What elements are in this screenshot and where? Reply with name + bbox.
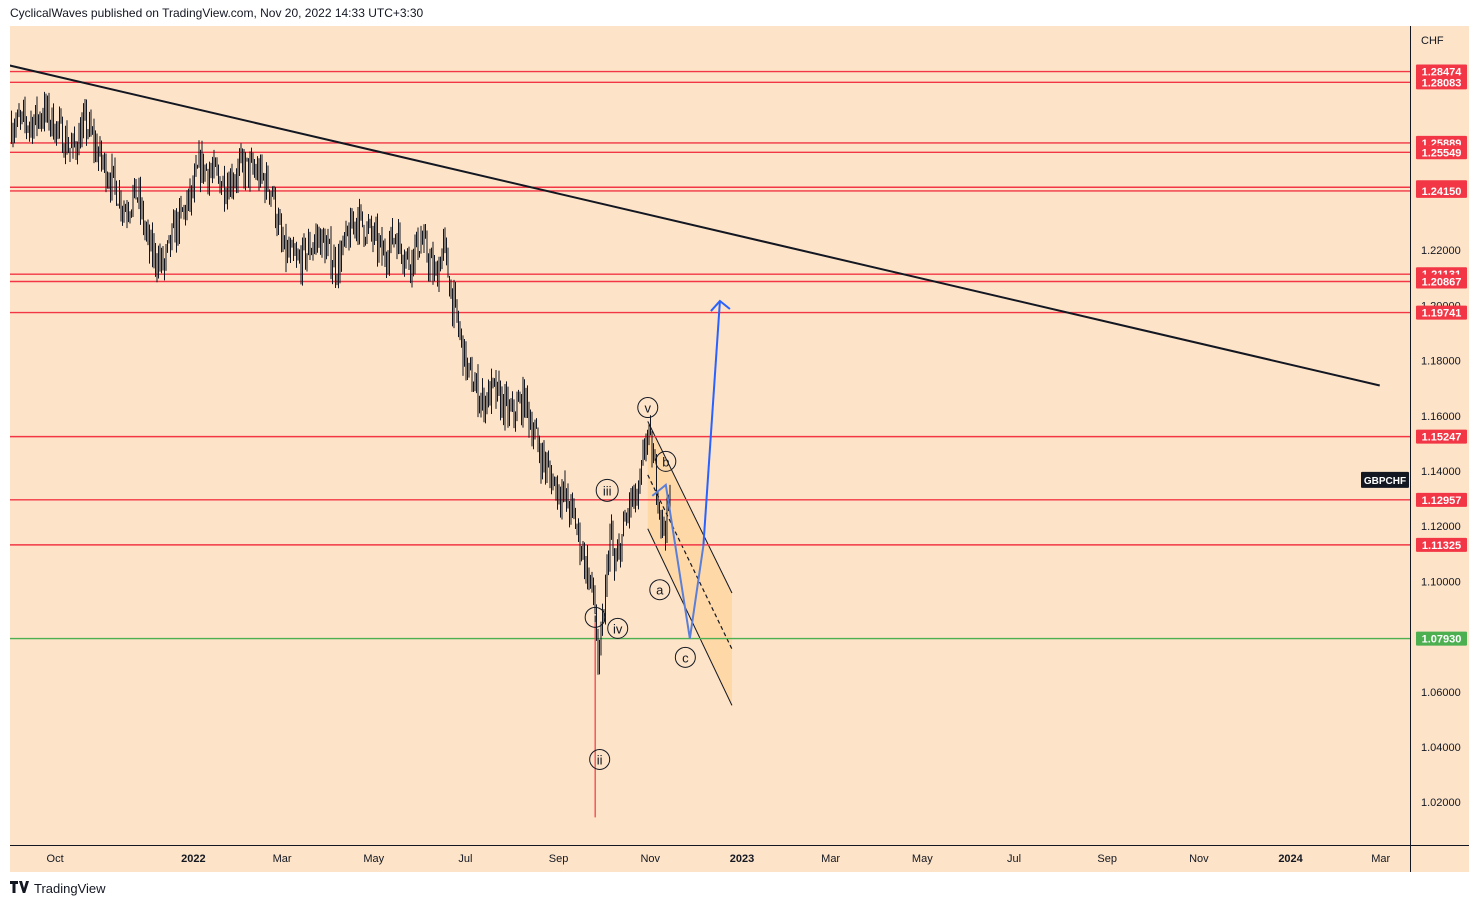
- x-tick-label: Sep: [549, 853, 569, 865]
- correction-channel-fill: [647, 421, 732, 706]
- wave-label: ii: [597, 752, 603, 767]
- wave-label: iv: [613, 621, 623, 636]
- wave-label: v: [645, 401, 652, 416]
- wave-label-circle: [584, 606, 606, 628]
- wave-label-circle: [649, 579, 671, 601]
- x-tick-label: Mar: [273, 853, 292, 865]
- price-level-tag-label: 1.15247: [1422, 432, 1462, 444]
- x-tick-label: Jul: [458, 853, 472, 865]
- x-tick-label: 2023: [730, 853, 754, 865]
- price-level-tag[interactable]: [1416, 75, 1467, 90]
- time-axis[interactable]: Oct 2022 Mar May Jul Sep Nov 2023 Mar May Jul Sep No…: [10, 845, 1410, 872]
- wave-label-circle: [637, 397, 659, 419]
- axis-corner: [1410, 845, 1469, 872]
- chart-publish-header: CyclicalWaves published on TradingView.c…: [10, 6, 424, 20]
- symbol-tag-label: GBPCHF: [1364, 476, 1406, 487]
- x-tick-label: Sep: [1097, 853, 1117, 865]
- x-tick-label: 2024: [1278, 853, 1303, 865]
- symbol-tag[interactable]: [1361, 471, 1409, 488]
- wave-label: b: [662, 454, 669, 469]
- y-tick-label: 1.16000: [1421, 411, 1461, 423]
- price-level-tag-label: 1.24150: [1422, 186, 1462, 198]
- price-level-tag[interactable]: [1416, 429, 1467, 444]
- wave-label-circle: [589, 748, 611, 770]
- wave-label-circle: [607, 617, 629, 639]
- y-tick-label: 1.06000: [1421, 687, 1461, 699]
- price-level-tag-label: 1.19741: [1422, 308, 1462, 320]
- x-tick-label: Mar: [821, 853, 840, 865]
- x-tick-label: Mar: [1371, 853, 1390, 865]
- y-tick-label: 1.12000: [1421, 521, 1461, 533]
- price-level-tag[interactable]: [1416, 145, 1467, 160]
- price-level-tag[interactable]: [1416, 183, 1467, 198]
- descending-trendline[interactable]: [10, 64, 1380, 387]
- y-tick-label: 1.22000: [1421, 245, 1461, 257]
- wave-label: c: [682, 650, 689, 665]
- wave-label: i: [594, 610, 597, 625]
- channel-lower-line[interactable]: [647, 528, 733, 706]
- chart-plot-area[interactable]: v b iii i iv a c ii: [10, 26, 1410, 845]
- x-tick-label: Jul: [1007, 853, 1021, 865]
- projection-arrowhead: [710, 299, 731, 312]
- price-level-tag[interactable]: [1416, 64, 1467, 79]
- wave-label-circle: [674, 646, 696, 668]
- price-level-tag-label: 1.20867: [1422, 277, 1462, 289]
- price-level-tag[interactable]: [1416, 537, 1467, 552]
- channel-upper-line[interactable]: [647, 421, 733, 594]
- price-level-tag-label: 1.07930: [1422, 634, 1462, 646]
- y-tick-label: 1.18000: [1421, 356, 1461, 368]
- y-tick-label: 1.14000: [1421, 466, 1461, 478]
- y-tick-label: 1.02000: [1421, 797, 1461, 809]
- y-tick-label: 1.10000: [1421, 576, 1461, 588]
- tradingview-logo-icon: [10, 881, 30, 896]
- x-tick-label: May: [912, 853, 933, 865]
- wave-path[interactable]: [651, 482, 705, 639]
- price-level-tag-label: 1.12957: [1422, 495, 1462, 507]
- x-tick-label: 2022: [181, 853, 205, 865]
- tradingview-brand-label: TradingView: [34, 881, 106, 896]
- price-level-tag[interactable]: [1416, 492, 1467, 507]
- price-axis[interactable]: CHF 1.220001.200001.180001.160001.140001…: [1361, 26, 1469, 845]
- x-tick-label: May: [363, 853, 384, 865]
- price-level-tag[interactable]: [1416, 274, 1467, 289]
- price-level-tag-label: 1.28083: [1422, 77, 1462, 89]
- x-tick-label: Nov: [1189, 853, 1209, 865]
- price-level-tag-label: 1.11325: [1422, 540, 1461, 552]
- tradingview-footer[interactable]: TradingView: [10, 881, 106, 896]
- wave-label-circle: [655, 450, 677, 472]
- y-tick-label: 1.04000: [1421, 742, 1461, 754]
- currency-label: CHF: [1421, 35, 1444, 47]
- x-tick-label: Nov: [640, 853, 660, 865]
- price-level-tag[interactable]: [1416, 631, 1467, 646]
- price-level-tag[interactable]: [1416, 305, 1467, 320]
- channel-mid-line[interactable]: [647, 474, 733, 650]
- price-level-tag-label: 1.25549: [1422, 147, 1462, 159]
- wave-label: iii: [603, 483, 612, 498]
- projection-arrow[interactable]: [702, 300, 721, 546]
- wave-label: a: [656, 583, 664, 598]
- wave-label-circle: [595, 478, 619, 502]
- x-tick-label: Oct: [47, 853, 64, 865]
